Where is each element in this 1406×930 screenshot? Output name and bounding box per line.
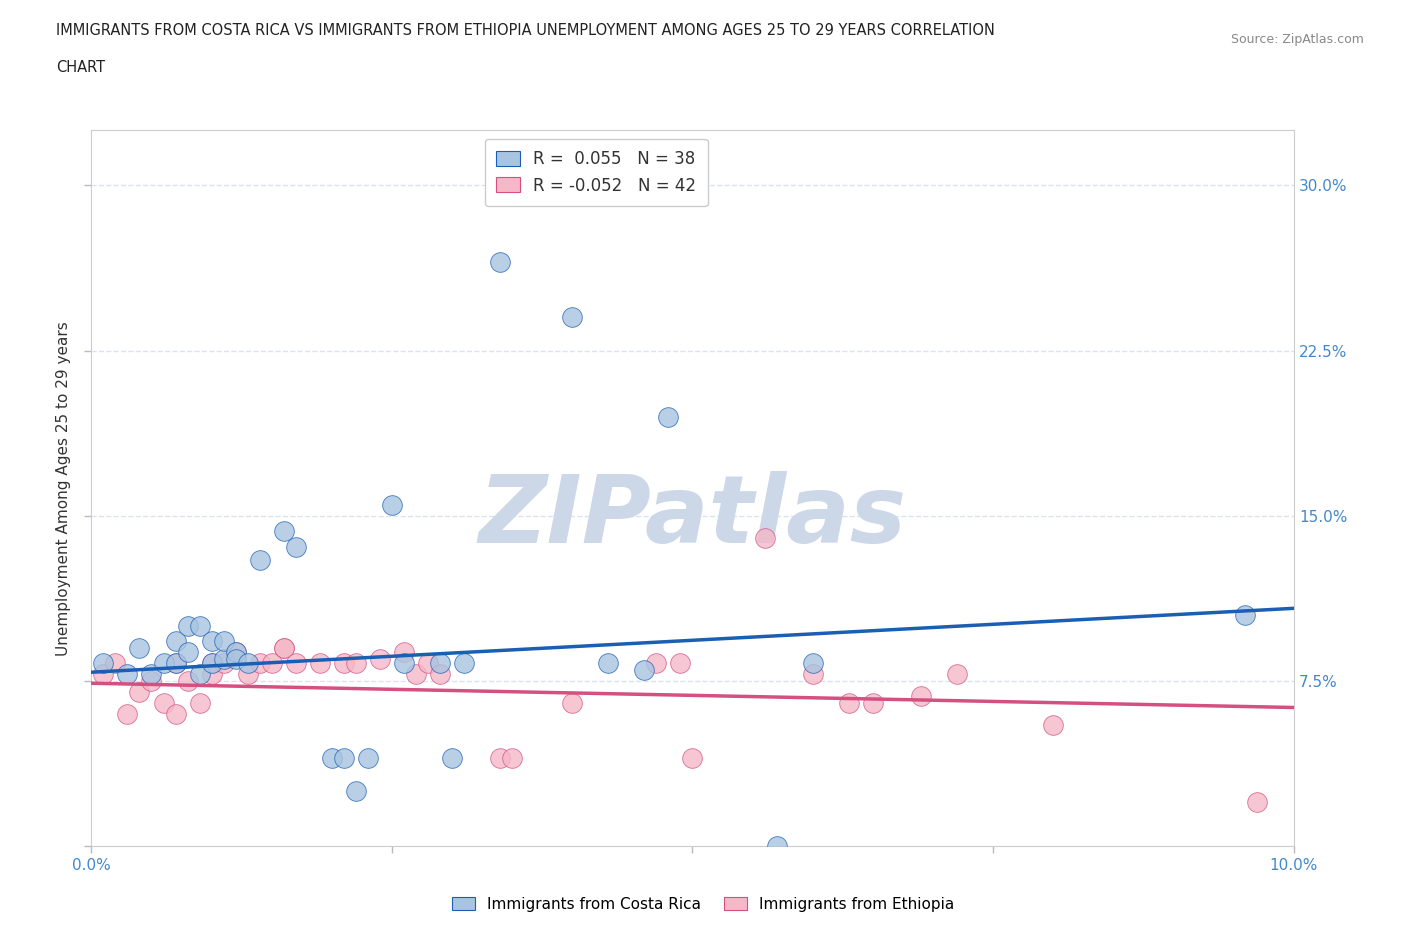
Point [405, 667, 427, 682]
Point [765, 839, 787, 854]
Point [321, 751, 343, 765]
Point [910, 689, 932, 704]
Point [801, 667, 824, 682]
Point [165, 634, 187, 649]
Point [141, 673, 163, 688]
Point [236, 656, 259, 671]
Point [561, 310, 583, 325]
Point [453, 656, 475, 671]
Point [117, 707, 139, 722]
Point [152, 696, 174, 711]
Point [201, 656, 224, 671]
Point [128, 684, 150, 699]
Point [249, 656, 271, 671]
Point [645, 656, 668, 671]
Legend: Immigrants from Costa Rica, Immigrants from Ethiopia: Immigrants from Costa Rica, Immigrants f… [446, 890, 960, 918]
Point [946, 667, 969, 682]
Point [440, 751, 463, 765]
Point [152, 656, 174, 671]
Point [188, 618, 211, 633]
Point [489, 751, 512, 765]
Point [165, 656, 187, 671]
Point [657, 409, 679, 424]
Legend: R =  0.055   N = 38, R = -0.052   N = 42: R = 0.055 N = 38, R = -0.052 N = 42 [485, 139, 707, 206]
Point [176, 645, 198, 660]
Point [333, 751, 356, 765]
Point [225, 645, 247, 660]
Point [93, 656, 115, 671]
Point [489, 255, 512, 270]
Point [754, 530, 776, 545]
Point [308, 656, 330, 671]
Point [176, 673, 198, 688]
Point [165, 656, 187, 671]
Point [344, 784, 367, 799]
Point [392, 656, 415, 671]
Point [381, 498, 404, 512]
Point [273, 641, 295, 656]
Point [561, 696, 583, 711]
Point [249, 552, 271, 567]
Point [1042, 718, 1064, 733]
Point [225, 645, 247, 660]
Point [357, 751, 380, 765]
Point [201, 656, 224, 671]
Point [344, 656, 367, 671]
Point [141, 667, 163, 682]
Point [201, 667, 224, 682]
Point [284, 656, 307, 671]
Point [862, 696, 884, 711]
Point [598, 656, 620, 671]
Point [801, 656, 824, 671]
Point [117, 667, 139, 682]
Point [176, 618, 198, 633]
Point [284, 539, 307, 554]
Point [1246, 795, 1268, 810]
Point [104, 656, 127, 671]
Point [333, 656, 356, 671]
Point [188, 667, 211, 682]
Text: ZIPatlas: ZIPatlas [478, 471, 907, 563]
Point [273, 524, 295, 538]
Point [501, 751, 523, 765]
Point [392, 645, 415, 660]
Point [669, 656, 692, 671]
Point [201, 634, 224, 649]
Point [225, 652, 247, 667]
Point [681, 751, 703, 765]
Text: CHART: CHART [56, 60, 105, 75]
Point [128, 641, 150, 656]
Point [212, 652, 235, 667]
Text: Source: ZipAtlas.com: Source: ZipAtlas.com [1230, 33, 1364, 46]
Point [212, 656, 235, 671]
Point [212, 634, 235, 649]
Point [273, 641, 295, 656]
Point [236, 667, 259, 682]
Point [368, 652, 391, 667]
Point [838, 696, 860, 711]
Point [416, 656, 439, 671]
Point [93, 667, 115, 682]
Point [188, 696, 211, 711]
Point [165, 707, 187, 722]
Text: IMMIGRANTS FROM COSTA RICA VS IMMIGRANTS FROM ETHIOPIA UNEMPLOYMENT AMONG AGES 2: IMMIGRANTS FROM COSTA RICA VS IMMIGRANTS… [56, 23, 995, 38]
Point [1234, 607, 1257, 622]
Point [633, 662, 655, 677]
Point [260, 656, 283, 671]
Point [429, 656, 451, 671]
Y-axis label: Unemployment Among Ages 25 to 29 years: Unemployment Among Ages 25 to 29 years [56, 321, 72, 656]
Point [429, 667, 451, 682]
